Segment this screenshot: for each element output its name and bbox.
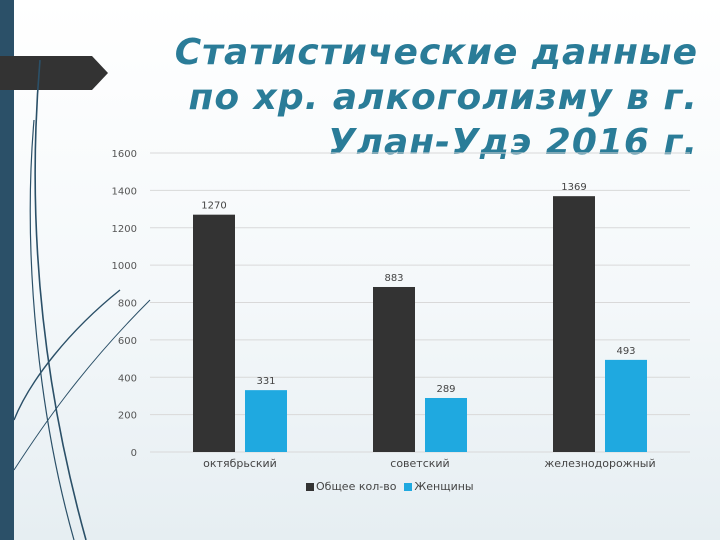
x-category-label: железнодорожный xyxy=(544,457,655,470)
y-tick-label: 800 xyxy=(118,299,137,310)
legend-swatch-total xyxy=(306,482,314,491)
bar-women xyxy=(425,397,467,452)
x-category-label: советский xyxy=(390,457,449,470)
y-tick-label: 1200 xyxy=(112,224,137,235)
title-tab-marker xyxy=(0,56,108,90)
y-tick-label: 200 xyxy=(118,411,137,422)
decorative-swoosh xyxy=(13,59,151,540)
y-tick-label: 600 xyxy=(118,336,137,347)
title-line-2: по хр. алкоголизму в г. xyxy=(188,77,698,118)
data-label: 331 xyxy=(256,376,275,387)
y-tick-label: 0 xyxy=(131,448,137,459)
legend-label-women: Женщины xyxy=(414,480,474,493)
y-tick-label: 400 xyxy=(118,373,137,384)
slide-title: Статистические данные по хр. алкоголизму… xyxy=(138,30,698,165)
y-tick-label: 1400 xyxy=(112,186,137,197)
bar-total xyxy=(373,286,415,452)
data-label: 1369 xyxy=(561,182,586,193)
data-label: 289 xyxy=(436,384,455,395)
legend-item-women: Женщины xyxy=(404,480,474,493)
title-line-3: Улан-Удэ 2016 г. xyxy=(327,122,698,163)
legend-item-total: Общее кол-во xyxy=(306,480,396,493)
legend-swatch-women xyxy=(404,482,413,491)
bar-total xyxy=(193,214,235,452)
bar-women xyxy=(605,359,647,452)
y-tick-label: 1600 xyxy=(112,149,137,160)
legend-label-total: Общее кол-во xyxy=(316,480,397,493)
bar-women xyxy=(245,390,287,452)
data-label: 1270 xyxy=(201,201,226,212)
data-label: 883 xyxy=(384,273,403,284)
bar-total xyxy=(553,196,595,452)
sidebar-stripe xyxy=(0,0,14,540)
chart-legend: Общее кол-во Женщины xyxy=(306,480,482,493)
data-label: 493 xyxy=(616,346,635,357)
title-line-1: Статистические данные xyxy=(174,32,698,73)
y-tick-label: 1000 xyxy=(112,261,137,272)
x-category-label: октябрьский xyxy=(203,457,277,470)
